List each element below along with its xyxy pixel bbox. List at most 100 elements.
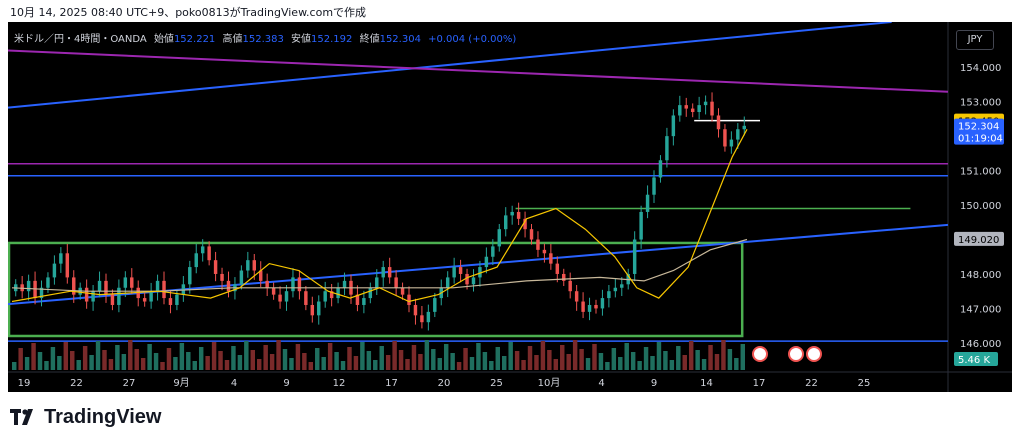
candle-body	[52, 263, 57, 278]
candle-body	[587, 304, 592, 312]
volume-bar	[12, 362, 17, 370]
candle-body	[478, 267, 482, 278]
low-value: 152.192	[311, 34, 353, 45]
candle-body	[297, 277, 302, 292]
x-tick-label: 22	[70, 378, 83, 389]
candle-body	[278, 294, 282, 302]
volume-bar	[437, 358, 442, 370]
volume-bar	[192, 361, 197, 370]
candle-body	[613, 287, 618, 292]
volume-bar	[76, 360, 81, 370]
volume-bar	[431, 349, 436, 370]
volume-bar	[327, 343, 333, 370]
candle-body	[142, 298, 147, 302]
volume-bar	[44, 361, 49, 370]
volume-bar	[379, 346, 384, 370]
candle-body	[355, 294, 360, 305]
range-box	[8, 241, 744, 338]
price-label-box	[954, 118, 1004, 145]
candle-body	[581, 301, 585, 312]
volume-bar	[534, 355, 539, 370]
candle-body	[555, 263, 560, 274]
volume-bar	[70, 351, 75, 370]
candle-body	[445, 277, 450, 288]
candle-body	[329, 291, 334, 299]
volume-bar	[50, 347, 56, 370]
close-value: 152.304	[379, 34, 421, 45]
candle-body	[549, 253, 553, 264]
volume-bar	[128, 340, 133, 370]
volume-bar	[360, 342, 365, 370]
candle-body	[65, 253, 70, 278]
candle-body	[226, 280, 231, 292]
volume-bar	[630, 352, 636, 370]
volume-bar	[95, 341, 101, 370]
candle-body	[259, 270, 263, 281]
currency-button[interactable]: JPY	[956, 30, 994, 50]
candle-body	[168, 298, 173, 305]
close-label: 終値	[359, 34, 380, 45]
volume-bar	[663, 351, 668, 370]
volume-bar	[611, 348, 617, 370]
volume-bar	[392, 341, 397, 370]
chart-panel[interactable]: 154.000 153.000 151.000 150.000 148.000 147.0…	[8, 22, 1012, 392]
volume-bar	[682, 355, 687, 370]
volume-bar	[186, 352, 191, 370]
volume-bar	[605, 362, 610, 370]
candle-body	[394, 277, 398, 288]
change-value: +0.004 (+0.00%)	[428, 34, 517, 45]
y-tick-label: 153.000	[960, 98, 1001, 109]
candle-body	[33, 280, 37, 299]
candle-body	[252, 260, 256, 271]
volume-bar	[482, 352, 488, 370]
candle-body	[84, 287, 89, 302]
open-label: 始値	[153, 34, 174, 45]
volume-bar	[108, 359, 114, 370]
candle-body	[632, 239, 637, 274]
volume-bar	[289, 358, 294, 370]
candle-body	[207, 246, 211, 261]
volume-bar	[476, 343, 481, 370]
candle-body	[645, 194, 650, 212]
candle-body	[213, 260, 218, 274]
volume-bar	[340, 361, 346, 370]
price-chart[interactable]: 154.000 153.000 151.000 150.000 148.000 147.0…	[8, 22, 1012, 392]
volume-bar	[443, 344, 449, 370]
x-tick-label: 20	[438, 378, 451, 389]
volume-bar	[740, 344, 745, 370]
candle-body	[220, 273, 224, 281]
volume-bar	[231, 346, 236, 370]
volume-bar	[734, 358, 739, 370]
volume-bar	[179, 343, 185, 370]
symbol-label[interactable]: 米ドル／円・4時間・OANDA	[14, 34, 147, 45]
candle-body	[271, 287, 276, 295]
volume-bar	[385, 355, 391, 370]
volume-bar	[134, 349, 139, 370]
volume-bar	[18, 348, 23, 370]
volume-bar	[82, 346, 88, 370]
countdown-label-text: 01:19:04	[958, 134, 1003, 145]
candle-body	[703, 101, 708, 106]
candle-body	[426, 311, 431, 323]
x-tick-label: 17	[753, 378, 766, 389]
volume-bar	[366, 351, 372, 370]
candle-body	[342, 280, 347, 288]
candle-body	[452, 267, 456, 278]
candle-body	[523, 218, 527, 230]
candle-body	[568, 280, 572, 292]
volume-bar	[173, 357, 178, 370]
volume-bar	[502, 356, 507, 370]
candle-body	[72, 277, 76, 295]
candle-body	[162, 280, 166, 299]
volume-bar	[656, 342, 662, 370]
volume-bar	[598, 353, 604, 370]
candle-body	[542, 249, 547, 254]
volume-bar	[24, 357, 30, 370]
footer-brand[interactable]: TradingView	[10, 402, 161, 432]
candle-body	[400, 287, 405, 295]
volume-bar	[669, 360, 675, 370]
volume-label-text: 5.46 K	[958, 355, 990, 366]
volume-bar	[218, 351, 223, 370]
x-tick-label: 27	[123, 378, 136, 389]
chart-caption: 10月 14, 2025 08:40 UTC+9、poko0813がTradin…	[10, 6, 367, 19]
